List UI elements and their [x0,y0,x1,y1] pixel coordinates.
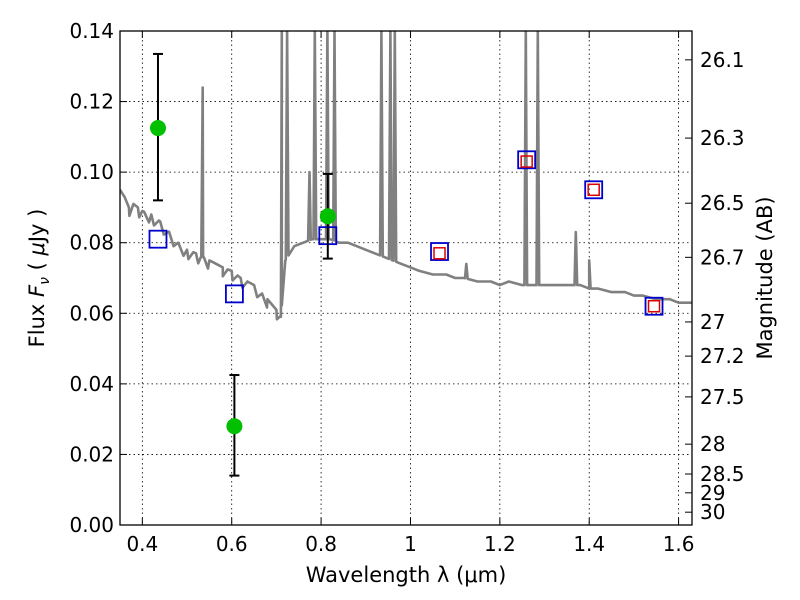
x-tick-label: 0.4 [126,532,158,556]
right-tick-label: 28.5 [700,462,745,486]
red-square-marker [587,183,600,197]
observed-point [226,418,243,435]
blue-square-marker [584,180,604,200]
blue-square-marker [148,229,168,249]
right-tick-label: 28 [700,432,725,456]
x-tick-label: 0.6 [216,532,248,556]
y-tick-label: 0.12 [69,90,114,114]
red-square-marker [520,155,533,168]
x-tick-label: 1.6 [663,532,695,556]
blue-square-marker [224,284,244,304]
y-tick-label: 0.08 [69,231,114,255]
right-tick-label: 27.2 [700,344,745,368]
right-tick-label: 27 [700,310,725,334]
y-tick-label: 0.14 [69,19,114,43]
x-axis-label: Wavelength λ (μm) [306,563,507,587]
observed-point [319,208,336,225]
blue-square-marker [644,296,664,316]
y-tick-label: 0.02 [69,442,114,466]
y-axis-label: Flux Fν ( μJy ) [25,209,53,348]
right-axis-label: Magnitude (AB) [753,196,777,359]
y-tick-label: 0.00 [69,513,114,537]
right-tick-label: 26.5 [700,191,745,215]
x-tick-label: 1.2 [484,532,516,556]
x-tick-label: 0.8 [305,532,337,556]
spectrum-path [120,31,692,321]
right-tick-label: 29 [700,481,725,505]
right-tick-label: 30 [700,500,725,524]
ticks: 0.4 0.6 0.8 1 1.2 1.4 1.6 0.00 0.02 0.04 0.06 0.08 0… [69,19,744,556]
red-square-marker [433,247,446,260]
y-tick-label: 0.06 [69,301,114,325]
right-tick-label: 26.1 [700,48,745,72]
x-tick-label: 1.4 [573,532,605,556]
x-tick-label: 1 [404,532,417,556]
markers [148,52,664,477]
blue-square-marker [430,242,449,261]
spectrum-line [120,31,692,321]
right-tick-label: 27.5 [700,385,745,409]
red-square-marker [647,299,661,313]
observed-point [149,120,166,137]
plot-frame [119,30,693,526]
grid [120,30,692,526]
right-tick-label: 26.3 [700,126,745,150]
y-tick-label: 0.04 [69,372,114,396]
right-tick-label: 26.7 [700,245,745,269]
blue-square-marker [517,150,537,170]
y-tick-label: 0.10 [69,160,114,184]
